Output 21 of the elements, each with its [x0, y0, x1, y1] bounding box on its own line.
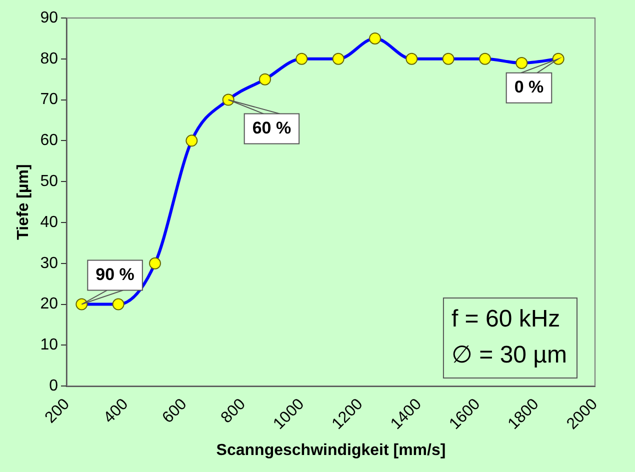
y-tick-label: 50: [40, 172, 58, 190]
y-tick-label: 60: [40, 132, 58, 150]
y-tick-label: 80: [40, 50, 58, 68]
x-tick-label: 600: [159, 396, 190, 427]
y-axis-title: Tiefe [µm]: [15, 164, 32, 240]
y-tick-label: 40: [40, 214, 58, 231]
annotation: 90 %: [96, 264, 134, 284]
y-tick-label: 20: [40, 296, 58, 313]
x-tick-label: 200: [42, 396, 74, 427]
x-axis-title: Scanngeschwindigkeit [mm/s]: [216, 442, 446, 459]
y-tick-label: 10: [40, 336, 58, 354]
annotation: 60 %: [252, 118, 292, 138]
annotation: ∅ = 30 µm: [451, 342, 568, 369]
y-tick-label: 70: [40, 91, 58, 108]
y-tick-label: 0: [49, 377, 58, 394]
annotation: f = 60 kHz: [451, 306, 560, 333]
y-tick-label: 30: [40, 254, 58, 272]
x-tick-label: 400: [100, 396, 132, 427]
y-tick-label: 90: [40, 9, 58, 26]
x-tick-label: 800: [218, 396, 250, 427]
annotation: 0 %: [514, 78, 544, 97]
